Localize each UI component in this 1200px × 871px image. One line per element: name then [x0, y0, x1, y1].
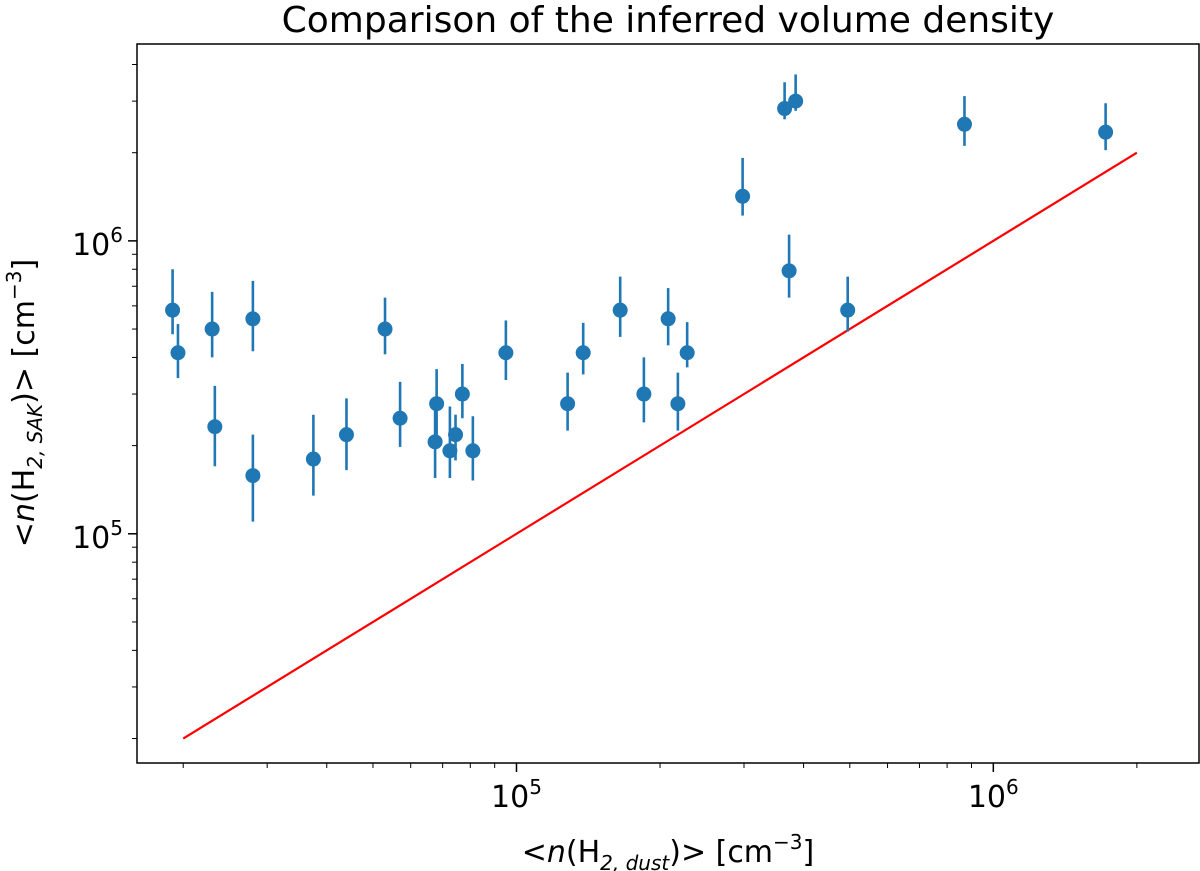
data-point [245, 434, 261, 522]
point-marker [612, 302, 628, 318]
y-tick-label: 105 [72, 516, 123, 556]
one-to-one-line [182, 151, 1138, 740]
point-marker [575, 345, 591, 361]
data-point [454, 363, 470, 419]
data-point [377, 297, 393, 355]
point-marker [679, 345, 695, 361]
point-marker [465, 443, 481, 459]
point-marker [429, 396, 445, 412]
point-marker [165, 302, 181, 318]
data-point [204, 291, 220, 358]
point-marker [788, 93, 804, 109]
point-marker [207, 419, 223, 435]
point-marker [777, 101, 793, 117]
data-point [465, 416, 481, 481]
data-point [392, 381, 408, 447]
data-point [429, 369, 445, 443]
point-marker [338, 427, 354, 443]
point-marker [305, 451, 321, 467]
point-marker [660, 311, 676, 327]
point-marker [448, 427, 464, 443]
point-marker [498, 345, 514, 361]
point-marker [560, 396, 576, 412]
y-tick-label: 106 [72, 223, 123, 263]
data-point [788, 74, 804, 111]
plot-frame [136, 43, 1200, 764]
point-marker [670, 396, 686, 412]
point-marker [245, 468, 261, 484]
data-point [679, 322, 695, 368]
data-point [735, 157, 751, 216]
data-point [1098, 103, 1114, 151]
point-marker [1098, 124, 1114, 140]
data-point [781, 234, 797, 298]
point-marker [956, 116, 972, 132]
point-marker [377, 321, 393, 337]
data-point [670, 372, 686, 431]
data-point [956, 96, 972, 146]
x-tick-label: 106 [968, 775, 1019, 815]
data-point [338, 398, 354, 471]
data-point [498, 320, 514, 380]
data-point [305, 414, 321, 496]
point-marker [245, 311, 261, 327]
point-marker [735, 188, 751, 204]
chart-title: Comparison of the inferred volume densit… [282, 0, 1055, 41]
data-point [207, 385, 223, 467]
x-axis-label: <n(H2, dust)> [cm−3] [522, 830, 815, 871]
point-marker [170, 345, 186, 361]
x-tick-label: 105 [491, 775, 542, 815]
data-points [165, 74, 1114, 522]
point-marker [840, 302, 856, 318]
point-marker [392, 410, 408, 426]
point-marker [636, 386, 652, 402]
data-point [612, 276, 628, 337]
point-marker [454, 386, 470, 402]
y-axis-label: <n(H2, SAK)> [cm−3] [2, 259, 47, 547]
data-point [245, 280, 261, 352]
data-point [575, 322, 591, 375]
data-point [777, 82, 793, 120]
point-marker [781, 263, 797, 279]
data-point [170, 324, 186, 379]
point-marker [442, 443, 458, 459]
point-marker [427, 434, 443, 450]
data-point [840, 276, 856, 332]
data-point [442, 406, 458, 479]
data-point [660, 288, 676, 346]
data-point [165, 269, 181, 335]
data-point [560, 372, 576, 431]
data-point [636, 357, 652, 423]
axis-ticks: 105 106 105 106 [72, 64, 1138, 815]
data-point [448, 414, 464, 461]
data-point [427, 407, 443, 479]
point-marker [204, 321, 220, 337]
reference-line [182, 151, 1138, 740]
